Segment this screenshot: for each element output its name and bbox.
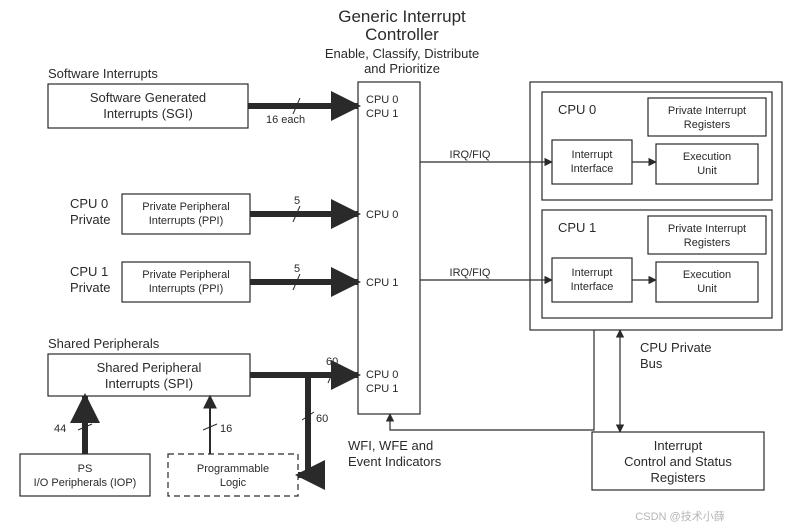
label-pl-l2: Logic	[220, 477, 247, 489]
header-cpu0priv-l2: Private	[70, 212, 110, 227]
subtitle-line1: Enable, Classify, Distribute	[325, 46, 479, 61]
edge-wfi-l2: Event Indicators	[348, 454, 442, 469]
label-pl-l1: Programmable	[197, 463, 269, 475]
gic-slot1b: CPU 1	[366, 108, 398, 120]
header-cpu1priv-l1: CPU 1	[70, 264, 108, 279]
label-cpu1-intf-l1: Interrupt	[572, 267, 613, 279]
edge-irq1-label: IRQ/FIQ	[450, 267, 491, 279]
label-spi-l2: Interrupts (SPI)	[105, 376, 193, 391]
label-icsr-l1: Interrupt	[654, 438, 703, 453]
label-iop-l1: PS	[78, 463, 93, 475]
watermark: CSDN @技术小薛	[635, 510, 724, 523]
label-ppi1-l2: Interrupts (PPI)	[149, 283, 224, 295]
header-shared: Shared Peripherals	[48, 336, 160, 351]
label-cpu1-exec-l2: Unit	[697, 283, 717, 295]
label-cbus-l1: CPU Private	[640, 340, 712, 355]
edge-ppi1-label: 5	[294, 263, 300, 275]
gic-slot2: CPU 0	[366, 209, 398, 221]
header-cpu1priv-l2: Private	[70, 280, 110, 295]
box-cpu0-exec	[656, 144, 758, 184]
box-cpu1-exec	[656, 262, 758, 302]
title-line1: Generic Interrupt	[338, 7, 466, 26]
subtitle-line2: and Prioritize	[364, 61, 440, 76]
edge-spi-gic-label: 60	[326, 356, 338, 368]
label-cpu0-priv-l2: Registers	[684, 119, 731, 131]
gic-slot1a: CPU 0	[366, 94, 398, 106]
label-cbus-l2: Bus	[640, 356, 663, 371]
box-cpu0-intf	[552, 140, 632, 184]
label-cpu1-priv-l1: Private Interrupt	[668, 223, 746, 235]
box-cpu1-intf	[552, 258, 632, 302]
label-cpu0-intf-l1: Interrupt	[572, 149, 613, 161]
label-iop-l2: I/O Peripherals (IOP)	[34, 477, 137, 489]
label-cpu1-intf-l2: Interface	[571, 281, 614, 293]
edge-pl-label: 16	[220, 423, 232, 435]
label-ppi0-l2: Interrupts (PPI)	[149, 215, 224, 227]
box-ppi1	[122, 262, 250, 302]
label-cpu0-exec-l2: Unit	[697, 165, 717, 177]
edge-iop-label: 44	[54, 423, 66, 435]
box-ppi0	[122, 194, 250, 234]
label-sgi-l1: Software Generated	[90, 90, 206, 105]
label-cpu1: CPU 1	[558, 220, 596, 235]
gic-slot3: CPU 1	[366, 277, 398, 289]
label-cpu0-intf-l2: Interface	[571, 163, 614, 175]
label-cpu0: CPU 0	[558, 102, 596, 117]
header-cpu0priv-l1: CPU 0	[70, 196, 108, 211]
title-line2: Controller	[365, 25, 439, 44]
label-sgi-l2: Interrupts (SGI)	[103, 106, 193, 121]
edge-wfi-l1: WFI, WFE and	[348, 438, 433, 453]
label-cpu1-exec-l1: Execution	[683, 269, 731, 281]
edge-irq0-label: IRQ/FIQ	[450, 149, 491, 161]
box-iop	[20, 454, 150, 496]
label-cpu1-priv-l2: Registers	[684, 237, 731, 249]
header-sw-interrupts: Software Interrupts	[48, 66, 158, 81]
label-cpu0-priv-l1: Private Interrupt	[668, 105, 746, 117]
label-ppi1-l1: Private Peripheral	[142, 269, 229, 281]
edge-sgi-label: 16 each	[266, 114, 305, 126]
edge-spi-pl-label: 60	[316, 413, 328, 425]
gic-slot4a: CPU 0	[366, 369, 398, 381]
label-icsr-l3: Registers	[651, 470, 706, 485]
label-ppi0-l1: Private Peripheral	[142, 201, 229, 213]
label-spi-l1: Shared Peripheral	[97, 360, 202, 375]
edge-ppi0-label: 5	[294, 195, 300, 207]
gic-slot4b: CPU 1	[366, 383, 398, 395]
label-icsr-l2: Control and Status	[624, 454, 732, 469]
edge-wfi	[390, 330, 594, 430]
label-cpu0-exec-l1: Execution	[683, 151, 731, 163]
box-pl	[168, 454, 298, 496]
box-gic	[358, 82, 420, 414]
